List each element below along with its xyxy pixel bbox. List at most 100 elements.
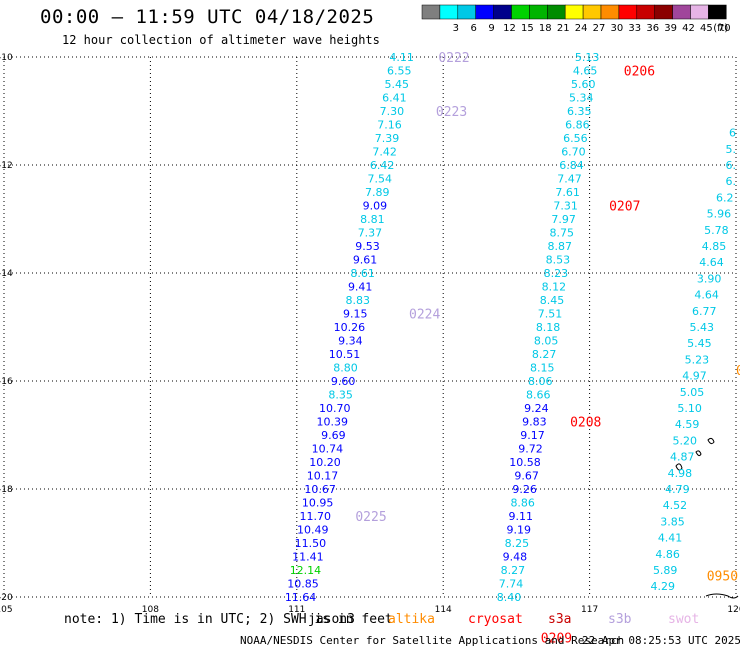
wave-height-label: 10.58 — [509, 456, 541, 469]
color-legend: 3 6 9 12 15 18 21 24 27 30 33 36 39 42 45 70(ft) — [421, 4, 731, 34]
wave-height-label: 9.60 — [331, 375, 356, 388]
wave-height-label: 4.41 — [658, 532, 683, 545]
wave-height-label: 7.61 — [555, 186, 580, 199]
legend-label: 27 — [593, 23, 606, 34]
wave-height-label: 8.23 — [544, 267, 569, 280]
pass-time-label: 0224 — [409, 308, 440, 323]
satellite-jason3: jason3 — [308, 612, 355, 627]
wave-height-label: 9.83 — [522, 416, 547, 429]
wave-height-label: 4.98 — [668, 467, 693, 480]
legend-swatch — [529, 4, 548, 20]
x-tick-label: 108 — [142, 605, 159, 615]
wave-height-label: 10.51 — [329, 348, 361, 361]
legend-label: 36 — [646, 23, 659, 34]
x-tick-label: 114 — [435, 605, 452, 615]
wave-height-label: 10.74 — [312, 443, 344, 456]
legend-swatch — [511, 4, 530, 20]
legend-unit: (ft) — [713, 23, 728, 34]
legend-swatch — [475, 4, 494, 20]
wave-height-label: 9.48 — [503, 551, 528, 564]
chart-axes: 105 108 111 114 117 120 -10 -12 -14 -16 -18 -20 — [0, 53, 740, 615]
satellite-s3b: s3b — [608, 612, 632, 627]
wave-height-label: 9.09 — [363, 200, 388, 213]
wave-height-label: 7.16 — [377, 119, 402, 132]
wave-height-label: 9.41 — [348, 281, 373, 294]
wave-height-label: 8.87 — [548, 240, 573, 253]
wave-height-label: 11.41 — [292, 551, 324, 564]
wave-height-label: 8.18 — [536, 321, 561, 334]
wave-height-label: 5.96 — [707, 208, 732, 221]
wave-height-label: 10.39 — [317, 416, 349, 429]
legend-swatch — [636, 4, 655, 20]
wave-height-label: 8.86 — [510, 497, 535, 510]
wave-height-label: 10.95 — [302, 497, 334, 510]
wave-height-label: 6. — [726, 159, 737, 172]
wave-height-label: 10.26 — [334, 321, 366, 334]
legend-label: 24 — [575, 23, 588, 34]
y-tick-label: -16 — [0, 377, 13, 387]
wave-height-label: 4.97 — [682, 370, 707, 383]
wave-height-label: 7.74 — [499, 578, 524, 591]
wave-height-label: 8.27 — [532, 348, 557, 361]
wave-height-label: 4.86 — [655, 548, 680, 561]
wave-height-label: 8.53 — [546, 254, 571, 267]
page-title: 00:00 – 11:59 UTC 04/18/2025 — [40, 6, 375, 28]
wave-height-label: 11.64 — [285, 591, 317, 604]
island-outline — [707, 437, 715, 445]
wave-height-label: 6.70 — [561, 146, 586, 159]
wave-height-label: 3.85 — [660, 515, 685, 528]
wave-height-label: 8.05 — [534, 335, 559, 348]
wave-height-label: 9.17 — [520, 429, 545, 442]
island-outline — [675, 463, 683, 471]
legend-swatch — [600, 4, 620, 20]
wave-height-label: 5.13 — [575, 51, 600, 64]
wave-height-label: 4.64 — [694, 289, 719, 302]
legend-swatch — [708, 4, 727, 20]
y-tick-label: -20 — [0, 593, 13, 603]
wave-height-label: 8.15 — [530, 362, 555, 375]
wave-height-label: 9.69 — [321, 429, 346, 442]
note-line: note: 1) Time is in UTC; 2) SWH is in fe… — [64, 612, 393, 627]
pass-time-label: 0225 — [355, 510, 386, 525]
wave-height-label: 7.39 — [375, 132, 400, 145]
y-tick-label: -10 — [0, 53, 13, 63]
wave-height-label: 4.85 — [702, 240, 727, 253]
wave-height-label: 4.64 — [699, 256, 724, 269]
wave-height-label: 7.37 — [358, 227, 383, 240]
wave-height-label: 8.40 — [497, 591, 522, 604]
wave-height-label: 9.61 — [353, 254, 378, 267]
legend-swatch — [564, 4, 584, 20]
note-prefix: note: 1) Time is in UTC; 2) SWH is in fe… — [64, 612, 393, 627]
legend-swatch — [493, 4, 512, 20]
pass-time-label: 0222 — [438, 51, 469, 66]
legend-label: 45 — [700, 23, 713, 34]
legend-label: 3 — [453, 23, 459, 34]
wave-height-label: 6 — [729, 127, 736, 140]
legend-swatch — [547, 4, 566, 20]
wave-height-label: 6.84 — [559, 159, 584, 172]
wave-height-label: 6.2 — [716, 191, 734, 204]
wave-height-label: 6.35 — [567, 105, 592, 118]
wave-height-label: 9.11 — [508, 510, 533, 523]
legend-label: 70 — [718, 23, 731, 34]
x-tick-label: 105 — [0, 605, 13, 615]
pass-time-labels: 0222 0223 0224 0225 0206 0207 0208 0209 0950 09 — [355, 51, 740, 647]
wave-height-label: 4.29 — [651, 580, 676, 593]
wave-height-label: 8.83 — [346, 294, 371, 307]
wave-height-label: 9.15 — [343, 308, 368, 321]
wave-height-label: 6.77 — [692, 305, 717, 318]
pass-time-label: 0208 — [570, 416, 601, 431]
pass-time-label: 09 — [736, 364, 740, 379]
legend-label: 30 — [611, 23, 624, 34]
wave-height-label: 8.66 — [526, 389, 551, 402]
satellite-cryosat: cryosat — [468, 612, 523, 627]
wave-height-label: 4.87 — [670, 451, 695, 464]
satellite-s3a: s3a — [548, 612, 572, 627]
pass-time-label: 0950 — [707, 569, 738, 584]
legend-label: 15 — [521, 23, 534, 34]
wave-height-label: 8.75 — [549, 227, 574, 240]
legend-swatch — [439, 4, 459, 20]
wave-height-label: 5.43 — [690, 321, 715, 334]
